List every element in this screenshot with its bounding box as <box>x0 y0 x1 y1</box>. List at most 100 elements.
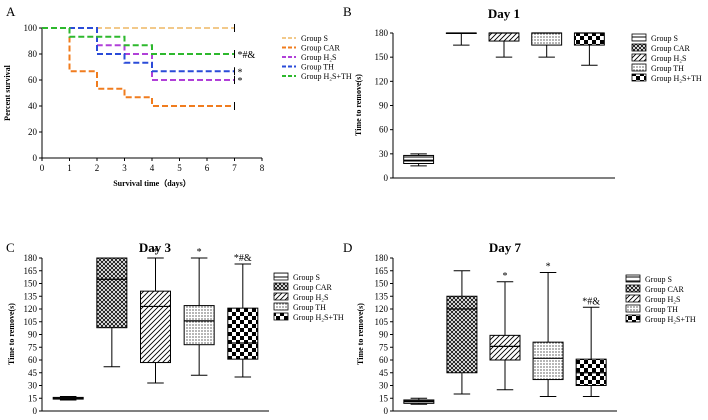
y-axis-label: Percent survival <box>3 64 12 120</box>
legend-entry: Group CAR <box>651 44 691 53</box>
y-tick-label: 135 <box>375 291 389 301</box>
y-tick-label: 75 <box>28 342 38 352</box>
box-0 <box>403 154 435 164</box>
significance-mark: *#& <box>582 296 600 307</box>
significance-mark: *#& <box>234 253 252 264</box>
legend-swatch <box>631 63 647 72</box>
legend-entry: Group TH <box>645 305 678 314</box>
x-tick-label: 8 <box>260 163 265 173</box>
significance-mark: * <box>238 76 243 87</box>
significance-mark: * <box>503 271 508 282</box>
legend-swatch <box>625 294 641 303</box>
y-tick-label: 30 <box>379 149 389 159</box>
y-tick-label: 120 <box>375 76 389 86</box>
y-tick-label: 40 <box>28 101 38 111</box>
y-tick-label: 105 <box>375 317 389 327</box>
legend-entry: Group S <box>651 34 678 43</box>
y-tick-label: 30 <box>379 381 389 391</box>
legend-entry: Group CAR <box>301 44 341 53</box>
legend-swatch <box>625 314 641 323</box>
legend-swatch <box>273 312 289 321</box>
series-line-4 <box>42 27 235 55</box>
box-1 <box>446 295 478 374</box>
y-tick-label: 150 <box>375 52 389 62</box>
box-4 <box>573 32 605 46</box>
y-tick-label: 165 <box>375 266 389 276</box>
box-2 <box>489 334 521 361</box>
y-tick-label: 135 <box>24 291 38 301</box>
y-tick-label: 15 <box>379 393 389 403</box>
y-tick-label: 75 <box>379 342 389 352</box>
box-3 <box>531 32 563 46</box>
panel-a: A 0 20 40 60 80 100 Percent survival 0 1 2 3 4 5 6 7 8 Su… <box>3 4 352 188</box>
box-2 <box>140 290 171 364</box>
legend-swatch <box>631 43 647 52</box>
chart-title: Day 7 <box>489 240 522 255</box>
legend-swatch <box>631 73 647 82</box>
legend-entry: Group H₂S+TH <box>651 74 702 83</box>
series-line-1 <box>42 27 235 107</box>
x-tick-label: 0 <box>40 163 45 173</box>
legend-swatch <box>625 284 641 293</box>
y-tick-label: 60 <box>379 355 389 365</box>
x-axis-label: Survival time（days） <box>113 178 191 188</box>
series-line-3 <box>42 27 235 73</box>
y-tick-label: 20 <box>28 127 38 137</box>
legend-entry: Group TH <box>651 64 684 73</box>
legend-swatch <box>273 272 289 281</box>
legend-swatch <box>625 274 641 283</box>
y-tick-label: 90 <box>28 330 38 340</box>
significance-mark: * <box>153 247 158 258</box>
panel-b: B Day 1 0 30 60 90 120 150 180 Time to remove(s) G… <box>343 4 702 183</box>
legend-entry: Group H₂S+TH <box>301 72 352 81</box>
y-tick-label: 0 <box>384 406 389 416</box>
panel-label: B <box>343 4 352 19</box>
legend-entry: Group H₂S <box>645 295 680 304</box>
y-tick-label: 150 <box>24 279 38 289</box>
panel-label: C <box>6 240 15 255</box>
x-tick-label: 5 <box>177 163 182 173</box>
legend-swatch <box>273 282 289 291</box>
legend-swatch <box>631 53 647 62</box>
panel-d: D Day 7 0 15 30 45 60 75 90 105 120 135 150 165 180 Tim… <box>343 240 696 416</box>
significance-mark: * <box>238 67 243 78</box>
y-tick-label: 180 <box>375 28 389 38</box>
y-tick-label: 45 <box>28 368 38 378</box>
y-tick-label: 60 <box>28 355 38 365</box>
y-tick-label: 90 <box>379 330 389 340</box>
legend-entry: Group S <box>301 34 328 43</box>
box-1 <box>96 257 128 329</box>
legend-entry: Group H₂S <box>651 54 686 63</box>
y-tick-label: 60 <box>379 125 389 135</box>
legend-entry: Group TH <box>301 63 334 72</box>
legend-swatch <box>625 304 641 313</box>
significance-mark: *#& <box>238 50 256 61</box>
legend-swatch <box>273 302 289 311</box>
y-axis-label: Time to remove(s) <box>354 74 363 136</box>
box-4 <box>227 307 259 360</box>
y-tick-label: 100 <box>24 23 38 33</box>
x-tick-label: 7 <box>232 163 237 173</box>
legend-entry: Group CAR <box>293 283 333 292</box>
legend-entry: Group CAR <box>645 285 685 294</box>
y-tick-label: 60 <box>28 75 38 85</box>
significance-mark: * <box>197 247 202 258</box>
chart-title: Day 1 <box>488 6 520 21</box>
legend-entry: Group H₂S+TH <box>645 315 696 324</box>
panel-c: C Day 3 0 15 30 45 60 75 90 105 120 135 150 165 180 Tim… <box>6 240 344 416</box>
y-tick-label: 0 <box>33 153 38 163</box>
y-tick-label: 30 <box>28 381 38 391</box>
legend-swatch <box>631 33 647 42</box>
box-3 <box>532 341 564 381</box>
box-2 <box>488 32 520 42</box>
legend-entry: Group H₂S <box>293 293 328 302</box>
panel-label: D <box>343 240 352 255</box>
y-tick-label: 45 <box>379 368 389 378</box>
y-tick-label: 180 <box>375 253 389 263</box>
box-3 <box>183 305 215 346</box>
legend-entry: Group S <box>293 273 320 282</box>
x-tick-label: 6 <box>205 163 210 173</box>
y-tick-label: 90 <box>379 101 389 111</box>
